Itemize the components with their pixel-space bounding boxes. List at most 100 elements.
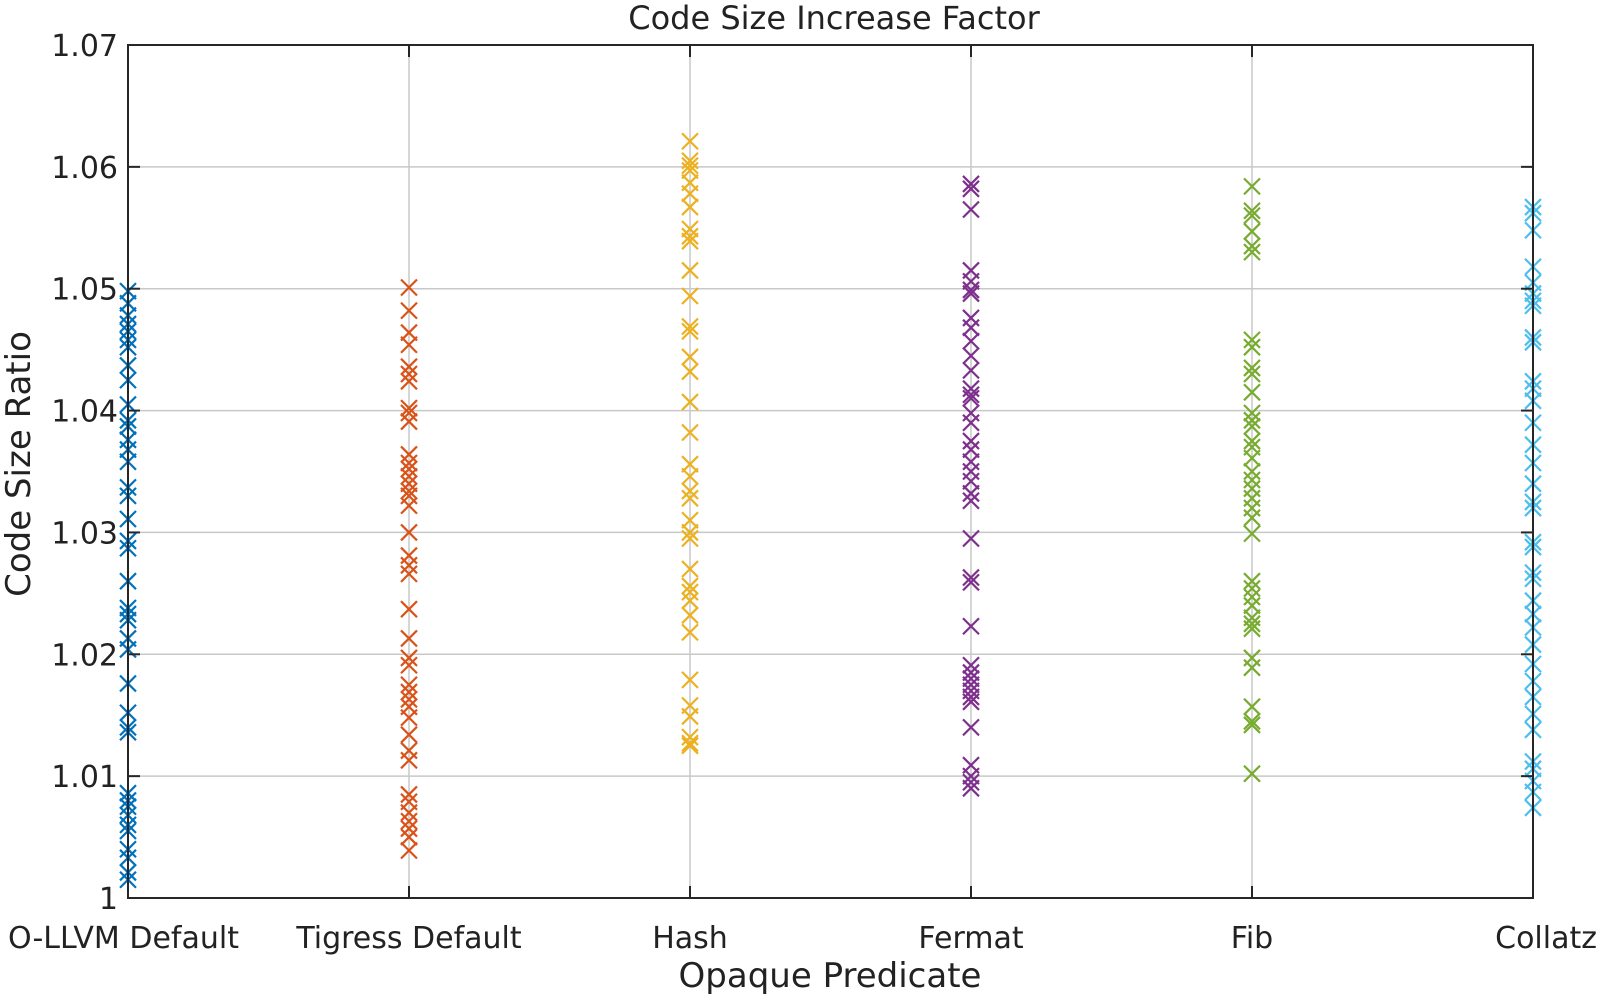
- data-point-marker: [1243, 338, 1261, 356]
- data-point-marker: [400, 708, 418, 727]
- data-point-marker: [681, 362, 699, 381]
- data-point-marker: [962, 773, 980, 792]
- axis-ticks: [127, 44, 1534, 899]
- data-point-marker: [962, 175, 980, 193]
- data-point-marker: [681, 482, 699, 500]
- data-point-marker: [400, 482, 418, 500]
- chart-title: Code Size Increase Factor: [628, 0, 1040, 37]
- data-point-marker: [681, 728, 699, 746]
- data-point-marker: [400, 600, 418, 618]
- x-tick-label: Fib: [1231, 921, 1273, 956]
- y-tick-label: 1.04: [51, 395, 118, 430]
- data-point-marker: [400, 629, 418, 648]
- data-point-marker: [400, 335, 418, 354]
- data-point-marker: [962, 318, 980, 337]
- data-point-marker: [962, 385, 980, 404]
- y-tick-label: 1.07: [51, 29, 118, 64]
- data-point-marker: [681, 287, 699, 305]
- data-point-marker: [400, 460, 418, 478]
- data-point-marker: [400, 301, 418, 320]
- grid-lines: [128, 45, 1533, 898]
- data-point-marker: [400, 454, 418, 472]
- data-point-marker: [962, 180, 980, 198]
- data-point-marker: [1243, 579, 1261, 598]
- data-point-marker: [962, 389, 980, 408]
- data-point-marker: [681, 393, 699, 411]
- data-point-marker: [1243, 177, 1261, 196]
- data-point-marker: [1243, 615, 1261, 633]
- data-point-marker: [681, 317, 699, 336]
- data-point-marker: [1243, 237, 1261, 255]
- y-tick-label: 1.01: [51, 760, 118, 795]
- y-axis-label: Code Size Ratio: [0, 331, 39, 597]
- x-tick-label: Tigress Default: [295, 921, 522, 956]
- data-point-marker: [962, 484, 980, 503]
- data-point-marker: [400, 412, 418, 431]
- data-point-marker: [1243, 471, 1261, 489]
- data-point-marker: [400, 565, 418, 583]
- data-point-marker: [400, 556, 418, 575]
- data-point-marker: [1243, 222, 1261, 241]
- data-point-marker: [400, 656, 418, 675]
- data-point-marker: [1243, 359, 1261, 377]
- data-point-marker: [400, 649, 418, 667]
- data-point-marker: [962, 693, 980, 711]
- data-point-marker: [681, 348, 699, 366]
- data-point-marker: [400, 467, 418, 486]
- data-point-marker: [1243, 658, 1261, 677]
- data-markers: [119, 132, 1542, 889]
- data-point-marker: [962, 346, 980, 365]
- data-point-marker: [1243, 716, 1261, 734]
- data-point-marker: [681, 736, 699, 755]
- data-point-marker: [1243, 404, 1261, 422]
- y-tick-label: 1: [99, 882, 118, 917]
- data-point-marker: [1243, 432, 1261, 450]
- plot-area-frame: [127, 44, 1534, 899]
- data-point-marker: [400, 357, 418, 376]
- data-point-marker: [1243, 712, 1261, 731]
- data-point-marker: [681, 156, 699, 175]
- data-point-marker: [681, 623, 699, 642]
- data-point-marker: [681, 523, 699, 542]
- data-point-marker: [400, 404, 418, 422]
- data-point-marker: [400, 399, 418, 417]
- data-point-marker: [1243, 764, 1261, 783]
- data-point-marker: [400, 675, 418, 694]
- data-point-marker: [400, 690, 418, 709]
- data-point-marker: [400, 803, 418, 822]
- data-point-marker: [400, 725, 418, 744]
- data-point-marker: [1243, 619, 1261, 638]
- data-point-marker: [1243, 449, 1261, 467]
- y-tick-label: 1.02: [51, 638, 118, 673]
- data-point-marker: [962, 284, 980, 303]
- data-point-marker: [962, 529, 980, 548]
- data-point-marker: [1243, 572, 1261, 590]
- data-point-marker: [1243, 462, 1261, 481]
- data-point-marker: [400, 785, 418, 804]
- data-point-marker: [681, 560, 699, 578]
- data-point-marker: [681, 489, 699, 508]
- data-point-marker: [681, 322, 699, 341]
- y-tick-label: 1.05: [51, 273, 118, 308]
- data-point-marker: [962, 432, 980, 450]
- data-point-marker: [681, 707, 699, 726]
- y-tick-label: 1.03: [51, 516, 118, 551]
- data-point-marker: [400, 496, 418, 515]
- data-point-marker: [681, 671, 699, 689]
- data-point-marker: [681, 577, 699, 595]
- data-point-marker: [962, 688, 980, 706]
- data-point-marker: [962, 281, 980, 299]
- data-point-marker: [400, 828, 418, 846]
- data-point-marker: [400, 445, 418, 464]
- data-point-marker: [1243, 524, 1261, 543]
- data-point-marker: [1243, 383, 1261, 402]
- data-point-marker: [1243, 509, 1261, 527]
- data-point-marker: [681, 198, 699, 216]
- data-point-marker: [1243, 201, 1261, 220]
- data-point-marker: [681, 591, 699, 610]
- data-point-marker: [962, 413, 980, 432]
- data-point-marker: [962, 617, 980, 636]
- data-point-marker: [1243, 365, 1261, 383]
- data-point-marker: [1243, 243, 1261, 261]
